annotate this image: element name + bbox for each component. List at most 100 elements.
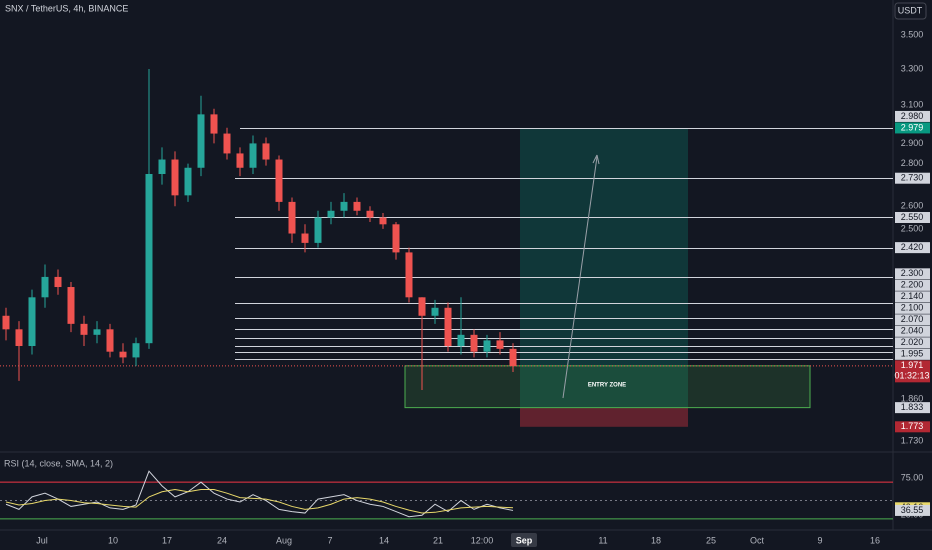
candle-body <box>418 297 426 316</box>
level-label-bg <box>895 172 930 184</box>
candle-body <box>171 159 179 196</box>
entry-label-bg <box>895 402 930 414</box>
x-tick-label: 14 <box>379 535 389 545</box>
currency-label[interactable]: USDT <box>898 5 923 15</box>
entry-zone <box>404 365 811 409</box>
x-tick-label: 12:00 <box>471 535 494 545</box>
level-label: 2.020 <box>901 337 924 347</box>
profit-zone <box>520 127 688 408</box>
level-label: 2.980 <box>901 111 924 121</box>
level-label: 2.140 <box>901 291 924 301</box>
level-label: 2.070 <box>901 314 924 324</box>
candle-body <box>236 153 244 168</box>
level-label: 2.300 <box>901 268 924 278</box>
current-price-label: 1.971 <box>901 360 924 370</box>
candle-body <box>457 334 465 347</box>
time-highlight <box>511 533 537 547</box>
candle-body <box>314 217 322 243</box>
level-label-bg <box>895 325 930 337</box>
rsi-line <box>5 489 514 514</box>
rsi-value-label: 36.55 <box>901 505 924 515</box>
candle-body <box>262 143 270 160</box>
entry-label: 1.833 <box>901 402 924 412</box>
level-label: 1.995 <box>901 349 924 359</box>
y-tick-label: 3.100 <box>901 99 924 109</box>
candle-body <box>145 174 153 344</box>
symbol-title: SNX / TetherUS, 4h, BINANCE <box>5 3 128 13</box>
x-tick-label: 10 <box>108 535 118 545</box>
x-tick-label: 16 <box>870 535 880 545</box>
candle-body <box>366 210 374 218</box>
candle-body <box>275 159 283 202</box>
candle-body <box>54 276 62 288</box>
arrow <box>562 156 598 399</box>
stop-label: 1.773 <box>901 421 924 431</box>
arrow-head <box>592 154 600 165</box>
candle-body <box>132 343 140 358</box>
candle-body <box>93 329 101 335</box>
y-tick-label: 1.730 <box>901 435 924 445</box>
level-label-bg <box>895 110 930 122</box>
candle-body <box>41 276 49 298</box>
candle-body <box>379 217 387 225</box>
rsi-title: RSI (14, close, SMA, 14, 2) <box>4 458 113 468</box>
y-tick-label: 2.600 <box>901 201 924 211</box>
target-label: 2.979 <box>901 122 924 132</box>
candle-body <box>483 340 491 352</box>
level-label-bg <box>895 348 930 360</box>
level-label: 2.730 <box>901 173 924 183</box>
candle-body <box>106 329 114 352</box>
currency-button[interactable] <box>894 2 927 20</box>
candle-body <box>470 334 478 352</box>
level-label-bg <box>895 268 930 280</box>
candle-body <box>327 210 335 218</box>
candle-body <box>80 323 88 335</box>
candle-body <box>444 307 452 347</box>
y-tick-label: 2.900 <box>901 138 924 148</box>
candle-body <box>197 114 205 168</box>
candle-body <box>496 340 504 349</box>
x-tick-label: 21 <box>433 535 443 545</box>
x-tick-label: Oct <box>750 535 765 545</box>
target-label-bg <box>895 122 930 134</box>
y-tick-label: 2.800 <box>901 158 924 168</box>
entry-zone-label: ENTRY ZONE <box>588 382 626 388</box>
level-label-bg <box>895 242 930 254</box>
level-label-bg <box>895 211 930 223</box>
x-tick-label: 11 <box>598 535 607 545</box>
x-tick-label: 17 <box>162 535 172 545</box>
y-tick-label: 3.300 <box>901 63 924 73</box>
candle-body <box>119 351 127 358</box>
level-label: 2.420 <box>901 242 924 252</box>
rsi-value-bg <box>895 504 930 516</box>
x-tick-label: 18 <box>651 535 661 545</box>
current-price-label-bg <box>895 360 930 383</box>
candle-body <box>210 114 218 134</box>
candle-body <box>340 201 348 211</box>
rsi-tick-label: 75.00 <box>901 473 924 483</box>
x-tick-label: 9 <box>817 535 822 545</box>
y-tick-label: 1.860 <box>901 394 924 404</box>
y-tick-label: 2.500 <box>901 223 924 233</box>
current-price-label-countdown: 01:32:13 <box>894 371 929 381</box>
candle-body <box>405 252 413 298</box>
level-label: 2.200 <box>901 280 924 290</box>
candle-body <box>288 201 296 234</box>
x-tick-label: Sep <box>516 535 533 545</box>
candle-body <box>392 224 400 253</box>
candle-body <box>353 201 361 211</box>
level-label: 2.040 <box>901 326 924 336</box>
candle-body <box>28 297 36 347</box>
stop-zone <box>520 407 688 427</box>
x-tick-label: 25 <box>706 535 716 545</box>
candle-body <box>301 233 309 243</box>
candle-body <box>2 315 10 330</box>
x-tick-label: 7 <box>327 535 332 545</box>
level-label: 2.550 <box>901 212 924 222</box>
candle-body <box>223 133 231 154</box>
x-tick-label: Aug <box>276 535 292 545</box>
candle-body <box>431 307 439 316</box>
